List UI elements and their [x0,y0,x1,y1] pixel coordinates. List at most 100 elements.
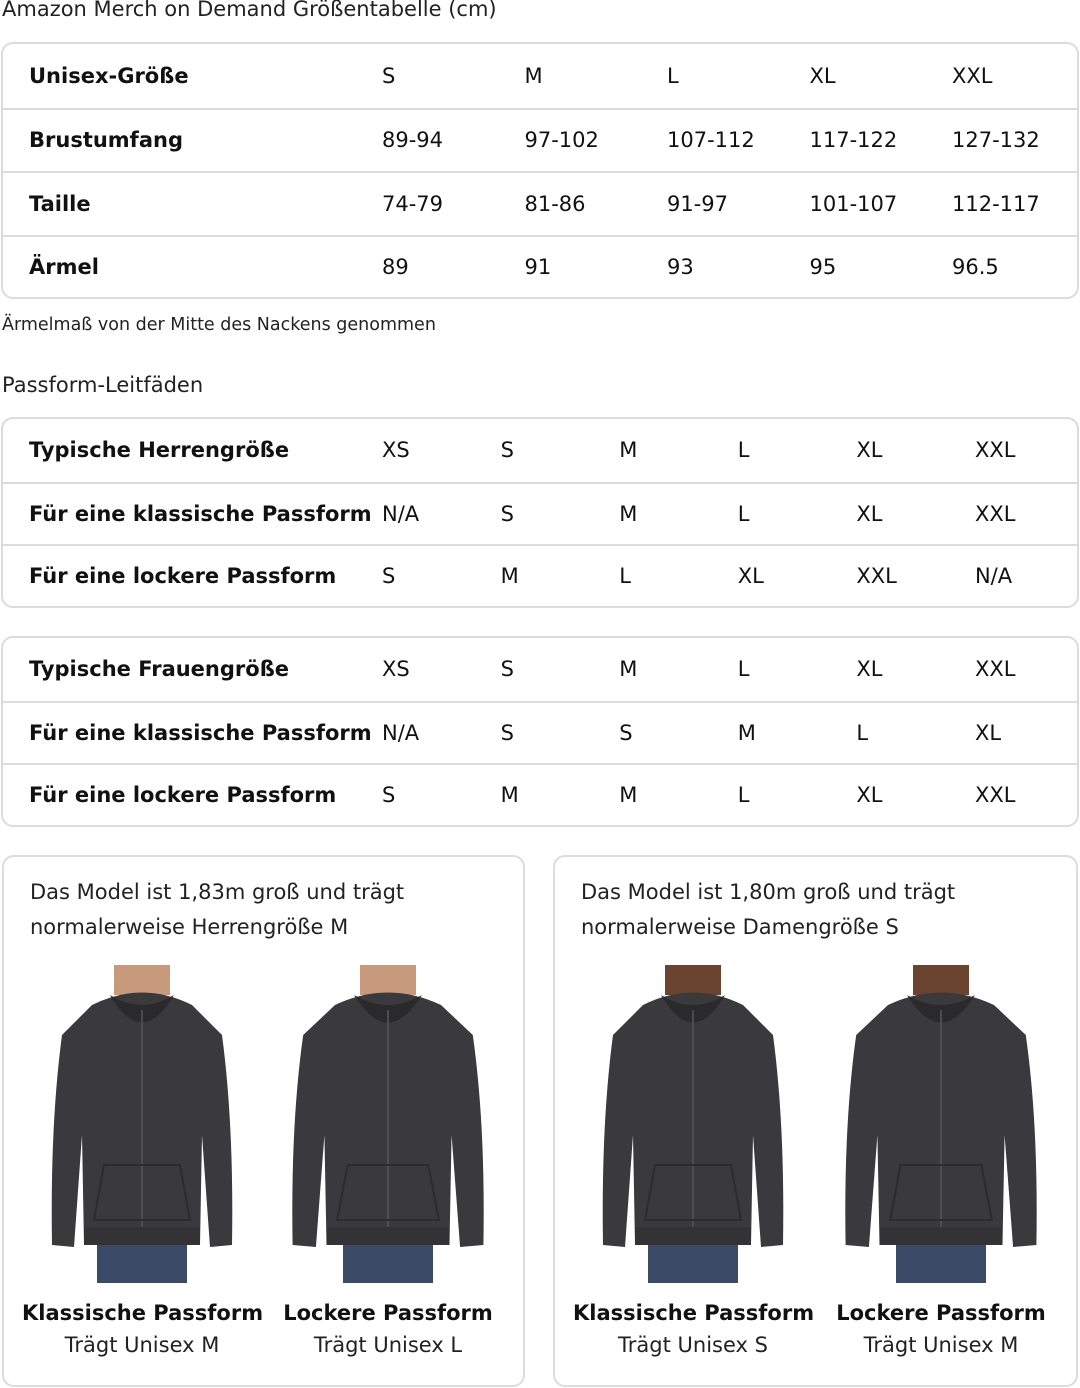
hoodie-photo [602,965,784,1283]
men-fit-table: Typische Herrengröße XS S M L XL XXL Für eine k… [1,417,1079,608]
table-row: Taille 74-79 81-86 91-97 101-107 112-117 [3,171,1077,235]
row-label: Für eine klassische Passform [29,720,372,745]
figure-loose-fit: Lockere Passform Trägt Unisex L [268,965,508,1357]
table-cell: L [856,720,869,745]
table-cell: S [500,438,514,463]
table-cell: S [382,63,396,88]
hoodie-photo [845,965,1037,1283]
table-cell: 93 [667,255,694,280]
table-cell: XXL [856,564,897,589]
table-row: Für eine lockere Passform S M L XL XXL N/A [3,544,1077,606]
table-cell: L [667,63,679,88]
row-label: Für eine lockere Passform [29,783,337,808]
row-label: Brustumfang [29,128,183,153]
table-cell: 91-97 [667,191,729,216]
table-cell: XXL [974,783,1016,808]
table-cell: 89 [382,255,409,280]
table-cell: M [619,657,638,682]
table-cell: XXL [974,657,1016,682]
table-cell: N/A [382,720,420,745]
size-worn-label: Trägt Unisex L [313,1333,463,1357]
table-cell: S [382,783,396,808]
table-cell: 117-122 [809,128,898,153]
table-row: Typische Frauengröße XS S M L XL XXL [3,638,1077,701]
chart-title: Amazon Merch on Demand Größentabelle (cm… [2,0,497,21]
table-cell: M [737,720,756,745]
sleeve-note: Ärmelmaß von der Mitte des Nackens genom… [2,315,436,335]
table-cell: XS [382,657,410,682]
hoodie-photo [292,965,484,1283]
size-worn-label: Trägt Unisex M [863,1333,1019,1357]
table-cell: XXL [974,501,1016,526]
fit-guide-title: Passform-Leitfäden [2,373,204,397]
table-cell: S [500,720,514,745]
table-cell: S [382,564,396,589]
table-cell: XL [737,564,764,589]
table-cell: XL [856,501,883,526]
model-card-men: Das Model ist 1,83m groß und trägt norma… [2,855,525,1387]
table-cell: 91 [524,255,552,280]
table-cell: XL [856,657,883,682]
table-row: Für eine lockere Passform S M M L XL XXL [3,763,1077,825]
table-cell: 107-112 [667,128,755,153]
table-cell: XL [856,438,883,463]
table-cell: 101-107 [809,191,898,216]
table-cell: 112-117 [952,191,1040,216]
table-cell: S [619,720,633,745]
table-cell: 97-102 [524,128,599,153]
table-row: Ärmel 89 91 93 95 96.5 [3,234,1077,298]
table-cell: S [500,501,514,526]
table-cell: N/A [974,564,1013,589]
size-worn-label: Trägt Unisex M [64,1333,220,1357]
table-row: Für eine klassische Passform N/A S M L XL XXL [3,481,1077,545]
table-cell: M [619,501,638,526]
table-cell: L [737,783,750,808]
table-row: Für eine klassische Passform N/A S S M L XL [3,700,1077,764]
row-label: Unisex-Größe [29,63,189,88]
table-cell: 89-94 [382,128,444,153]
table-cell: M [619,438,638,463]
table-cell: L [737,501,750,526]
hoodie-photo [51,965,233,1283]
size-table: Unisex-Größe S M L XL XXL Brustumfang 89-94 97-1… [1,42,1079,299]
table-cell: XL [856,783,883,808]
table-cell: XL [974,720,1002,745]
fit-label: Lockere Passform [283,1301,493,1325]
figure-classic-fit: Klassische Passform Trägt Unisex M [22,965,264,1357]
size-worn-label: Trägt Unisex S [618,1333,768,1357]
table-cell: XS [382,438,410,463]
table-row: Typische Herrengröße XS S M L XL XXL [3,419,1077,482]
row-label: Für eine lockere Passform [29,564,337,589]
figure-loose-fit: Lockere Passform Trägt Unisex M [821,965,1061,1357]
table-cell: S [500,657,514,682]
model-card-women: Das Model ist 1,80m groß und trägt norma… [553,855,1078,1387]
table-cell: XXL [974,438,1016,463]
table-cell: M [500,783,519,808]
table-cell: 95 [809,255,837,280]
row-label: Für eine klassische Passform [29,501,372,526]
table-cell: 74-79 [382,191,444,216]
row-label: Typische Herrengröße [29,438,290,463]
fit-label: Klassische Passform [573,1301,815,1325]
fit-label: Klassische Passform [22,1301,264,1325]
row-label: Typische Frauengröße [29,657,290,682]
table-cell: 127-132 [952,128,1040,153]
model-description: Das Model ist 1,80m groß und trägt norma… [581,880,956,939]
row-label: Taille [29,191,91,216]
row-label: Ärmel [29,255,99,280]
table-cell: M [500,564,519,589]
table-cell: 96.5 [952,255,999,280]
table-cell: L [619,564,631,589]
fit-label: Lockere Passform [836,1301,1046,1325]
table-row: Brustumfang 89-94 97-102 107-112 117-122 127-… [3,107,1077,172]
table-row: Unisex-Größe S M L XL XXL [3,44,1077,108]
table-cell: M [524,63,543,88]
model-description: Das Model ist 1,83m groß und trägt norma… [30,880,405,939]
table-cell: N/A [382,501,420,526]
figure-classic-fit: Klassische Passform Trägt Unisex S [573,965,815,1357]
table-cell: L [737,438,750,463]
table-cell: XXL [952,63,993,88]
table-cell: XL [809,63,836,88]
table-cell: M [619,783,638,808]
women-fit-table: Typische Frauengröße XS S M L XL XXL Für eine k… [1,636,1079,827]
